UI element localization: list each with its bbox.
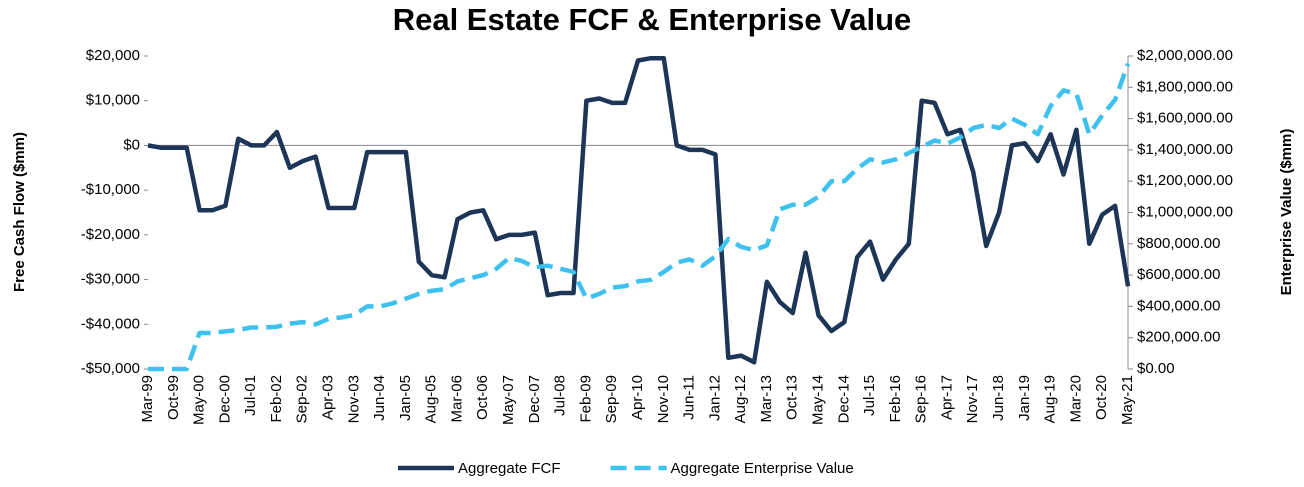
y-tick-label: -$20,000 — [81, 226, 140, 243]
x-tick-label: May-21 — [1119, 375, 1136, 425]
x-tick-label: Sep-02 — [294, 375, 311, 423]
x-tick-label: Oct-06 — [474, 375, 491, 420]
x-tick-label: Mar-99 — [139, 375, 156, 423]
x-tick-label: Sep-16 — [913, 375, 930, 423]
x-tick-label: Aug-19 — [1042, 375, 1059, 423]
series-line — [148, 63, 1131, 372]
y-tick-label: -$40,000 — [81, 315, 140, 332]
x-tick-label: May-14 — [809, 375, 826, 425]
x-tick-label: Oct-99 — [165, 375, 182, 420]
x-tick-label: Apr-17 — [938, 375, 955, 420]
x-tick-label: Jan-19 — [1016, 375, 1033, 421]
y2-tick-label: $800,000.00 — [1137, 235, 1220, 252]
y-tick-label: -$30,000 — [81, 271, 140, 288]
y2-tick-label: $400,000.00 — [1137, 297, 1220, 314]
x-tick-label: Aug-05 — [423, 375, 440, 423]
x-tick-label: Oct-13 — [784, 375, 801, 420]
y-axis-label: Free Cash Flow ($mm) — [11, 132, 28, 292]
y-tick-label: $20,000 — [86, 47, 140, 64]
legend-label: Aggregate FCF — [458, 460, 561, 477]
y2-tick-label: $2,000,000.00 — [1137, 47, 1233, 64]
y2-tick-label: $1,200,000.00 — [1137, 172, 1233, 189]
x-tick-label: Feb-09 — [577, 375, 594, 423]
x-tick-label: Jan-12 — [706, 375, 723, 421]
y2-tick-label: $600,000.00 — [1137, 266, 1220, 283]
legend-label: Aggregate Enterprise Value — [671, 460, 854, 477]
x-tick-label: Jul-01 — [242, 375, 259, 416]
y2-tick-label: $1,000,000.00 — [1137, 203, 1233, 220]
x-tick-label: Mar-13 — [758, 375, 775, 423]
y2-tick-label: $0.00 — [1137, 360, 1175, 377]
y2-axis-label: Enterprise Value ($mm) — [1278, 129, 1295, 296]
x-tick-label: Mar-06 — [448, 375, 465, 423]
y2-tick-label: $1,600,000.00 — [1137, 110, 1233, 127]
x-tick-label: Jun-11 — [681, 375, 698, 420]
y2-tick-label: $200,000.00 — [1137, 329, 1220, 346]
y-tick-label: $0 — [123, 136, 140, 153]
series-line — [147, 55, 1131, 365]
y2-tick-label: $1,800,000.00 — [1137, 78, 1233, 95]
x-tick-label: Apr-03 — [319, 375, 336, 420]
y-tick-label: $10,000 — [86, 92, 140, 109]
x-tick-label: Jun-18 — [990, 375, 1007, 421]
x-tick-label: Nov-10 — [655, 375, 672, 423]
x-tick-label: Sep-09 — [603, 375, 620, 423]
y2-tick-label: $1,400,000.00 — [1137, 141, 1233, 158]
x-tick-label: Oct-20 — [1093, 375, 1110, 420]
x-tick-label: Jan-05 — [397, 375, 414, 421]
chart-title: Real Estate FCF & Enterprise Value — [393, 2, 912, 37]
x-tick-label: Aug-12 — [732, 375, 749, 423]
x-tick-label: Apr-10 — [629, 375, 646, 420]
x-tick-label: Dec-14 — [835, 375, 852, 423]
x-tick-label: Nov-03 — [345, 375, 362, 423]
x-tick-label: Dec-00 — [216, 375, 233, 423]
x-tick-label: Feb-16 — [887, 375, 904, 423]
y-tick-label: -$10,000 — [81, 181, 140, 198]
x-tick-label: Jul-15 — [861, 375, 878, 416]
x-tick-label: Feb-02 — [268, 375, 285, 423]
y-tick-label: -$50,000 — [81, 360, 140, 377]
x-tick-label: May-00 — [191, 375, 208, 425]
x-tick-label: Mar-20 — [1067, 375, 1084, 423]
x-tick-label: Jul-08 — [552, 375, 569, 416]
x-tick-label: Jun-04 — [371, 375, 388, 421]
x-tick-label: Nov-17 — [964, 375, 981, 423]
x-tick-label: Dec-07 — [526, 375, 543, 423]
x-tick-label: May-07 — [500, 375, 517, 425]
